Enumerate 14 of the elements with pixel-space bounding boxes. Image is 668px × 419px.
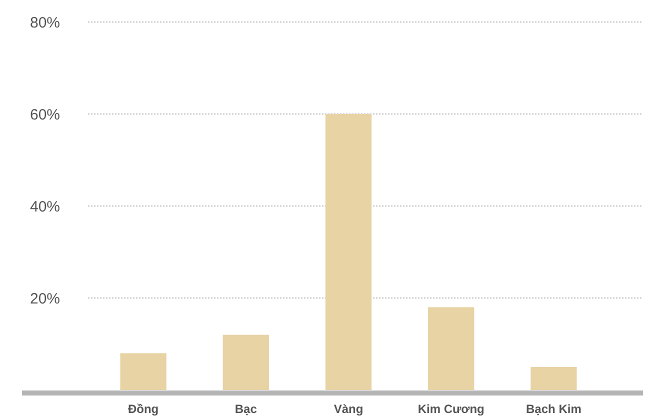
y-tick-label: 20%	[30, 290, 60, 308]
x-tick-label: Kim Cương	[418, 402, 484, 416]
y-tick-label: 40%	[30, 198, 60, 216]
bar	[325, 114, 372, 390]
x-tick-label: Bạc	[234, 402, 258, 416]
bar	[428, 307, 474, 390]
bar	[530, 367, 577, 390]
y-tick-label: 80%	[30, 14, 60, 32]
x-tick-label: Đồng	[128, 402, 159, 416]
x-tick-label: Vàng	[334, 402, 364, 416]
x-tick-label: Bạch Kim	[526, 402, 582, 416]
y-tick-label: 60%	[30, 106, 60, 124]
bar	[120, 353, 166, 390]
bar	[222, 334, 269, 390]
